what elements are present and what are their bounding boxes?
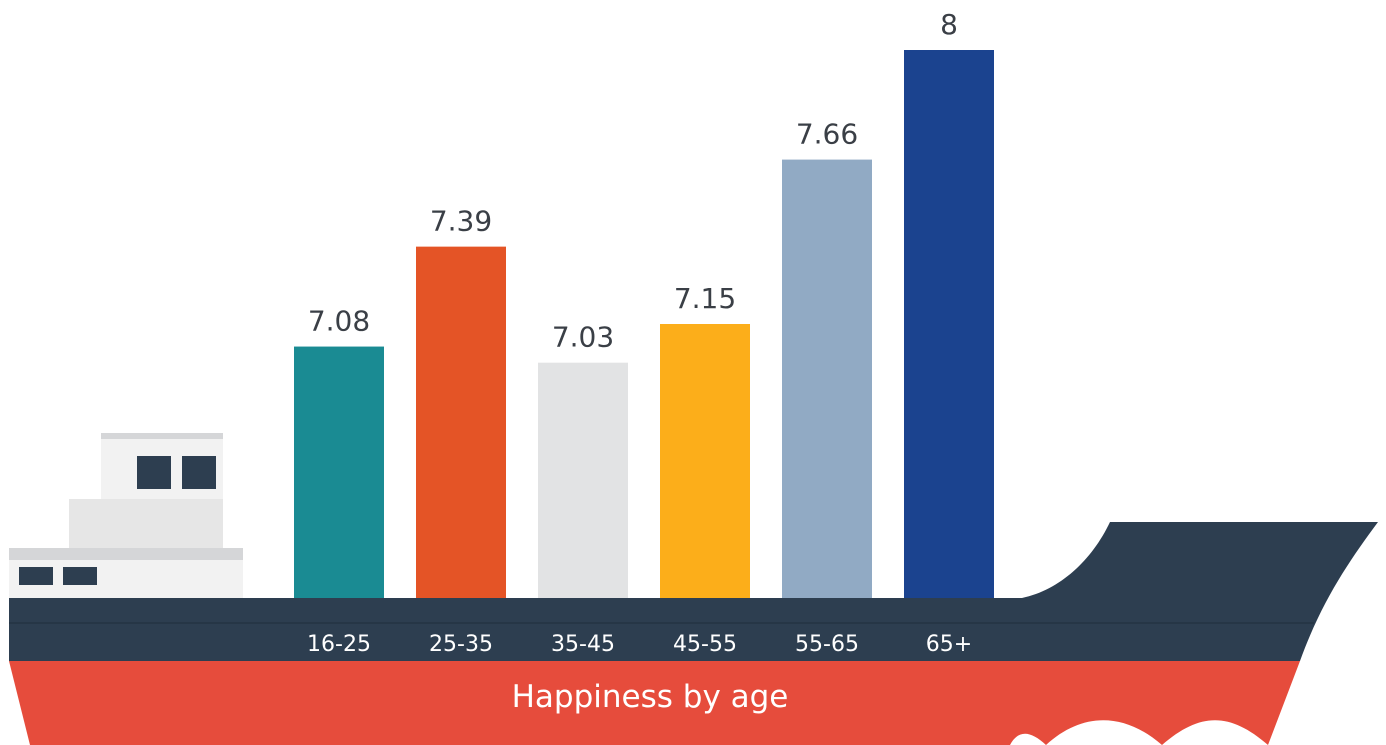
ship-hull-deck xyxy=(9,522,1378,661)
bar-55-65 xyxy=(782,159,872,598)
ship-hull-stripe xyxy=(9,622,1314,624)
tick-label: 65+ xyxy=(926,632,972,657)
cabin-window xyxy=(19,567,53,585)
cabin-lower-roof xyxy=(9,548,243,560)
cabin-window xyxy=(63,567,97,585)
tick-label: 55-65 xyxy=(795,632,859,657)
value-label: 8 xyxy=(940,8,958,41)
cabin-top-roof xyxy=(101,433,223,439)
value-label: 7.08 xyxy=(308,305,370,338)
value-label: 7.66 xyxy=(796,118,858,151)
tick-label: 45-55 xyxy=(673,632,737,657)
cabin-window xyxy=(182,456,216,489)
cabin-window xyxy=(137,456,171,489)
tick-label: 16-25 xyxy=(307,632,371,657)
ship-hull-red xyxy=(9,661,1300,745)
chart-title: Happiness by age xyxy=(512,679,789,715)
cabin-middle xyxy=(69,499,223,548)
bar-45-55 xyxy=(660,324,750,598)
bar-25-35 xyxy=(416,246,506,598)
ship-cabin xyxy=(9,433,243,599)
value-label: 7.03 xyxy=(552,321,614,354)
bar-65+ xyxy=(904,50,994,598)
bar-16-25 xyxy=(294,346,384,598)
tick-labels-group: 16-25 25-35 35-45 45-55 55-65 65+ xyxy=(307,632,972,657)
value-label: 7.39 xyxy=(430,205,492,238)
bar-35-45 xyxy=(538,362,628,598)
tick-label: 25-35 xyxy=(429,632,493,657)
bars-group: 7.08 7.39 7.03 7.15 7.66 8 xyxy=(294,8,994,598)
tick-label: 35-45 xyxy=(551,632,615,657)
value-label: 7.15 xyxy=(674,282,736,315)
